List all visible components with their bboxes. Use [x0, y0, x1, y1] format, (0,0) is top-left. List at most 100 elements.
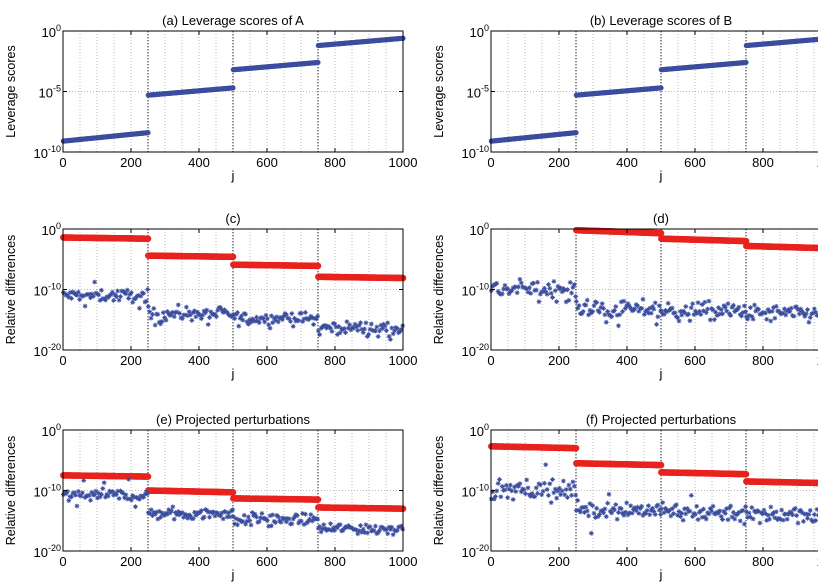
- data-point: [290, 516, 296, 522]
- data-point: [548, 290, 554, 296]
- data-point: [731, 509, 736, 515]
- data-point: [641, 312, 647, 317]
- data-point: [211, 509, 217, 515]
- data-point: [193, 512, 199, 518]
- data-point: [243, 311, 248, 317]
- data-point: [398, 523, 404, 529]
- data-point: [254, 514, 259, 520]
- data-point: [698, 312, 704, 317]
- data-point: [505, 286, 511, 292]
- data-point: [329, 528, 335, 533]
- y-tick-label: 10-20: [34, 342, 61, 359]
- segment: [315, 504, 407, 512]
- data-point: [745, 316, 751, 322]
- data-point: [269, 523, 274, 529]
- data-point: [142, 492, 148, 497]
- data-point: [181, 514, 187, 520]
- data-point: [658, 512, 664, 517]
- data-point: [716, 305, 721, 311]
- data-point: [171, 516, 177, 522]
- data-point: [703, 516, 709, 522]
- data-point: [116, 297, 122, 303]
- x-tick-label: 800: [752, 155, 774, 170]
- data-point: [580, 309, 586, 314]
- data-point: [657, 229, 665, 237]
- segment: [145, 504, 236, 522]
- data-point: [752, 302, 757, 308]
- y-tick-label: 10-5: [467, 84, 489, 101]
- data-point: [690, 301, 696, 307]
- data-point: [116, 496, 122, 501]
- data-point: [646, 503, 651, 509]
- data-point: [571, 483, 577, 489]
- data-point: [602, 506, 608, 512]
- data-point: [746, 313, 752, 318]
- data-point: [201, 514, 207, 520]
- data-point: [777, 516, 783, 522]
- data-point: [597, 512, 602, 517]
- y-tick-label: 100: [42, 221, 61, 238]
- data-point: [524, 477, 530, 483]
- data-point: [706, 298, 712, 304]
- data-point: [710, 503, 716, 509]
- data-point: [218, 513, 223, 519]
- data-point: [330, 525, 336, 531]
- data-point: [328, 325, 333, 331]
- data-point: [237, 315, 243, 321]
- data-point: [252, 318, 258, 324]
- x-tick-label: 400: [188, 155, 210, 170]
- y-tick-label: 10-5: [39, 84, 61, 101]
- data-point: [684, 506, 690, 511]
- data-point: [145, 510, 151, 516]
- data-point: [750, 316, 756, 322]
- data-point: [351, 325, 357, 331]
- data-point: [784, 516, 790, 522]
- data-point: [760, 511, 766, 517]
- data-point: [279, 317, 285, 322]
- data-point: [695, 300, 701, 306]
- data-point: [620, 510, 625, 516]
- data-point: [107, 292, 112, 298]
- data-point: [539, 492, 545, 498]
- segment: [315, 521, 406, 537]
- data-point: [108, 292, 114, 298]
- data-point: [385, 531, 391, 537]
- data-point: [772, 515, 778, 521]
- data-point: [194, 510, 200, 516]
- data-point: [320, 526, 325, 532]
- data-point: [512, 484, 517, 490]
- data-point: [546, 282, 551, 287]
- data-point: [162, 315, 168, 321]
- data-point: [707, 506, 713, 511]
- data-point: [664, 309, 670, 315]
- data-point: [499, 291, 505, 297]
- data-point: [222, 509, 227, 514]
- chart-b: 0 200 400 600 800 1000 j 10-10 10-5 100 Leverage s…: [432, 13, 818, 183]
- data-point: [745, 514, 751, 520]
- data-point: [207, 315, 212, 320]
- data-point: [308, 512, 314, 517]
- data-point: [151, 509, 157, 515]
- data-point: [565, 495, 570, 500]
- data-point: [656, 303, 662, 309]
- data-point: [145, 130, 151, 136]
- data-point: [390, 331, 396, 337]
- data-point: [230, 507, 236, 513]
- data-point: [333, 324, 339, 330]
- data-point: [260, 316, 266, 322]
- data-point: [655, 502, 661, 508]
- data-point: [219, 510, 225, 516]
- data-point: [680, 517, 686, 523]
- data-point: [317, 332, 323, 338]
- data-point: [329, 328, 335, 334]
- series-blue-f: [488, 462, 818, 536]
- data-point: [283, 519, 289, 525]
- x-tick-label: 400: [188, 554, 210, 569]
- data-point: [629, 510, 635, 516]
- data-point: [505, 495, 511, 501]
- data-point: [115, 288, 121, 294]
- data-point: [170, 309, 176, 315]
- data-point: [145, 287, 151, 292]
- data-point: [364, 334, 370, 339]
- data-point: [543, 289, 549, 294]
